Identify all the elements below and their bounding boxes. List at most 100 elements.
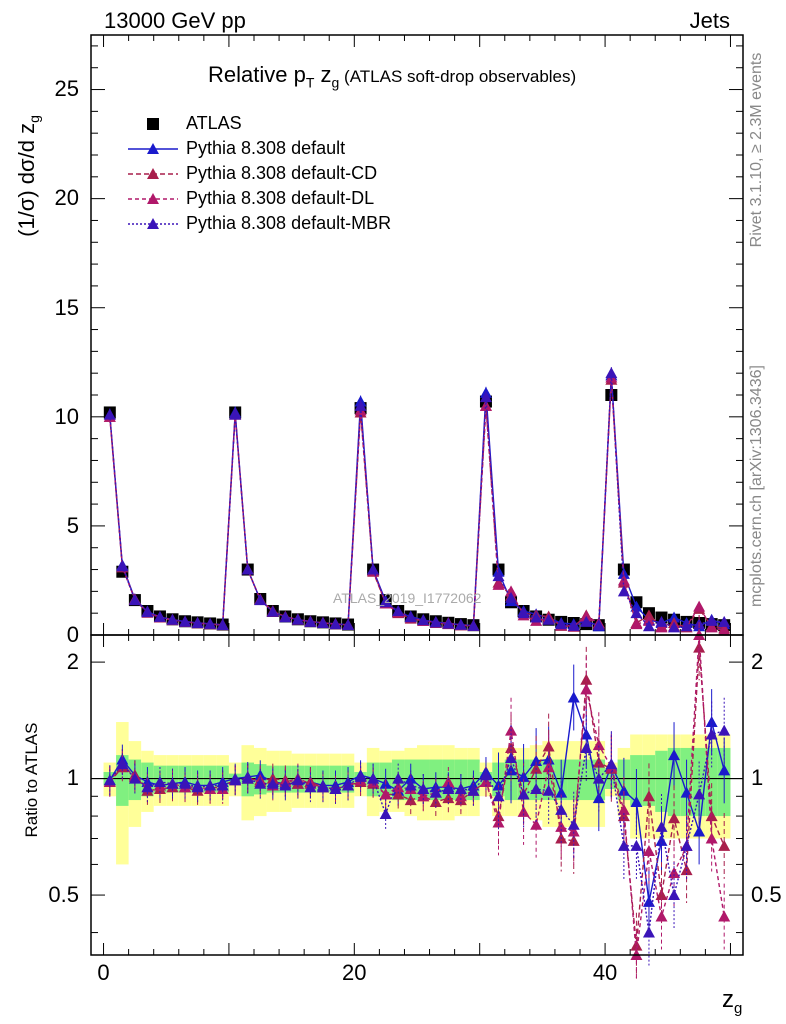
main-point (128, 594, 141, 606)
x-tick-label: 40 (592, 959, 618, 985)
legend-entry-2: Pythia 8.308 default (186, 138, 346, 158)
ratio-point (316, 781, 329, 793)
main-point (630, 607, 643, 619)
ratio-point (580, 741, 593, 753)
ratio-point (718, 839, 731, 851)
legend-markers (128, 118, 178, 229)
xlabel-sub: g (734, 999, 743, 1017)
ratio-y-axis-label: Ratio to ATLAS (22, 722, 41, 838)
ratio-point (567, 691, 580, 703)
ratio-y-tick-label-right: 2 (751, 648, 764, 674)
ratio-point (567, 825, 580, 837)
main-series-line (109, 375, 725, 628)
ratio-band-green (705, 747, 718, 817)
main-point (329, 618, 342, 630)
ratio-point (442, 792, 455, 804)
main-plot-title: Relative pT zg (ATLAS soft-drop observab… (208, 62, 576, 90)
ratio-point (630, 795, 643, 807)
main-series-line (109, 379, 725, 630)
main-y-tick-label: 0 (66, 621, 79, 647)
ratio-point (379, 788, 392, 800)
ratio-point (530, 782, 543, 794)
ratio-point (718, 910, 731, 922)
main-point (705, 621, 718, 633)
ratio-band-green (655, 750, 668, 812)
ratio-point (605, 758, 618, 770)
ratio-point (555, 786, 568, 798)
legend-marker (147, 193, 159, 204)
ratio-point (329, 782, 342, 794)
x-axis-label: zg (722, 986, 742, 1017)
ratio-plot-series (103, 615, 731, 979)
ratio-point (668, 889, 681, 901)
main-point (266, 605, 279, 617)
main-point (367, 563, 380, 575)
ratio-point (392, 781, 405, 793)
main-point (705, 614, 718, 626)
main-point (605, 367, 618, 379)
ratio-point (179, 777, 192, 789)
ratio-point (655, 820, 668, 832)
ratio-point (354, 770, 367, 782)
main-point (718, 615, 731, 627)
main-point (479, 399, 492, 411)
main-point (555, 618, 568, 630)
main-point (617, 585, 630, 597)
ratio-point (642, 790, 655, 802)
ratio-point (379, 807, 392, 819)
title-mid: z (314, 62, 332, 87)
main-point (204, 617, 217, 629)
ratio-point (492, 790, 505, 802)
ratio-point (141, 781, 154, 793)
ratio-point (229, 774, 242, 786)
main-point (291, 613, 304, 625)
axis-ticks (91, 35, 743, 955)
main-point (655, 615, 668, 627)
main-point (417, 614, 430, 626)
main-point (442, 617, 455, 629)
main-point (454, 618, 467, 630)
main-plot-series (103, 367, 731, 636)
ratio-point (442, 775, 455, 787)
title-main: Relative p (208, 62, 306, 87)
ratio-point (216, 779, 229, 791)
ratio-point (592, 772, 605, 784)
main-point (316, 617, 329, 628)
ratio-point (542, 784, 555, 796)
main-point (630, 618, 643, 630)
ratio-point (342, 779, 355, 791)
ratio-point (417, 782, 430, 794)
main-point (718, 624, 731, 636)
title-small: (ATLAS soft-drop observables) (339, 67, 577, 86)
analysis-watermark: ATLAS_2019_I1772062 (333, 590, 482, 606)
main-point (216, 618, 229, 630)
main-series-5 (103, 367, 731, 633)
ratio-point (517, 770, 530, 782)
ratio-point (705, 832, 718, 844)
rivet-info: Rivet 3.1.10, ≥ 2.3M events (748, 52, 765, 248)
main-point (542, 613, 555, 625)
ratio-y-tick-label: 2 (66, 648, 79, 674)
ratio-point (254, 777, 267, 789)
ratio-point (103, 774, 116, 786)
ratio-point (642, 844, 655, 856)
ratio-point (442, 782, 455, 794)
ratio-point (517, 788, 530, 800)
main-point (567, 619, 580, 631)
main-point (467, 619, 480, 631)
ratio-point (718, 764, 731, 776)
ratio-point (404, 772, 417, 784)
ratio-point (705, 728, 718, 740)
main-point (693, 600, 706, 612)
main-y-tick-label: 25 (54, 76, 79, 102)
mcplots-info: mcplots.cern.ch [arXiv:1306.3436] (748, 365, 765, 607)
main-point (179, 615, 192, 627)
ratio-point (467, 784, 480, 796)
ratio-series-4 (103, 697, 731, 966)
ratio-y-tick-label: 1 (66, 765, 79, 791)
ratio-point (642, 926, 655, 938)
ratio-point (204, 779, 217, 791)
ratio-point (530, 818, 543, 830)
atlas-point (605, 389, 618, 401)
main-point (642, 620, 655, 632)
